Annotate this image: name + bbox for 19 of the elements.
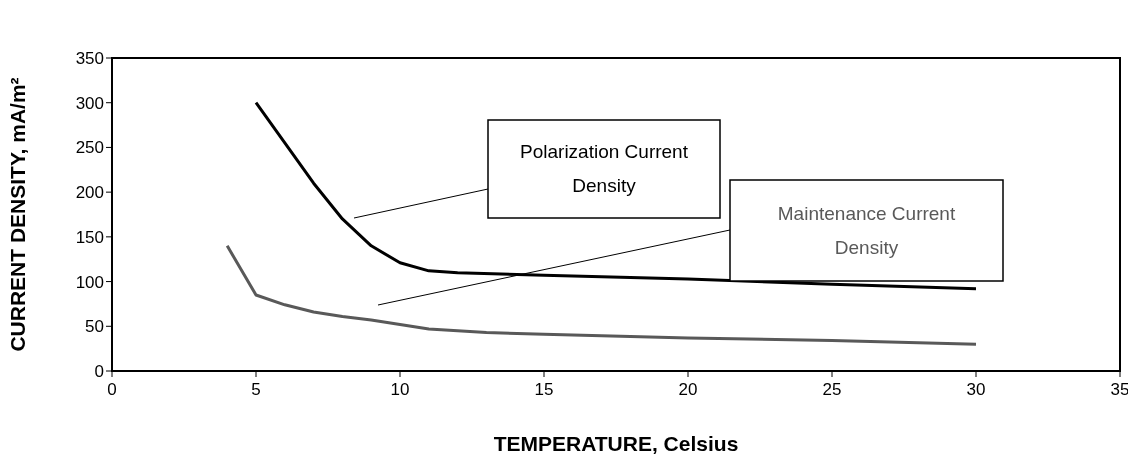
x-tick-label: 30 xyxy=(966,380,986,400)
line-series xyxy=(254,101,978,291)
x-tick-label: 35 xyxy=(1110,380,1130,400)
y-tick-label: 250 xyxy=(75,138,104,158)
x-tick-label: 15 xyxy=(534,380,554,400)
y-tick-label: 200 xyxy=(75,183,104,203)
x-tick-label: 20 xyxy=(678,380,698,400)
x-tick-label: 25 xyxy=(822,380,842,400)
x-tick-label: 10 xyxy=(390,380,410,400)
y-tick-label: 50 xyxy=(85,317,104,337)
x-tick-label: 0 xyxy=(107,380,117,400)
x-axis-title: TEMPERATURE, Celsius xyxy=(493,432,739,455)
y-axis-title: CURRENT DENSITY, mA/m² xyxy=(6,77,30,352)
y-tick-label: 150 xyxy=(75,227,104,247)
y-tick-label: 350 xyxy=(75,49,104,69)
x-tick-label: 5 xyxy=(251,380,261,400)
y-tick-label: 100 xyxy=(75,272,104,292)
y-tick-label: 300 xyxy=(75,93,104,113)
y-tick-label: 0 xyxy=(94,362,104,382)
